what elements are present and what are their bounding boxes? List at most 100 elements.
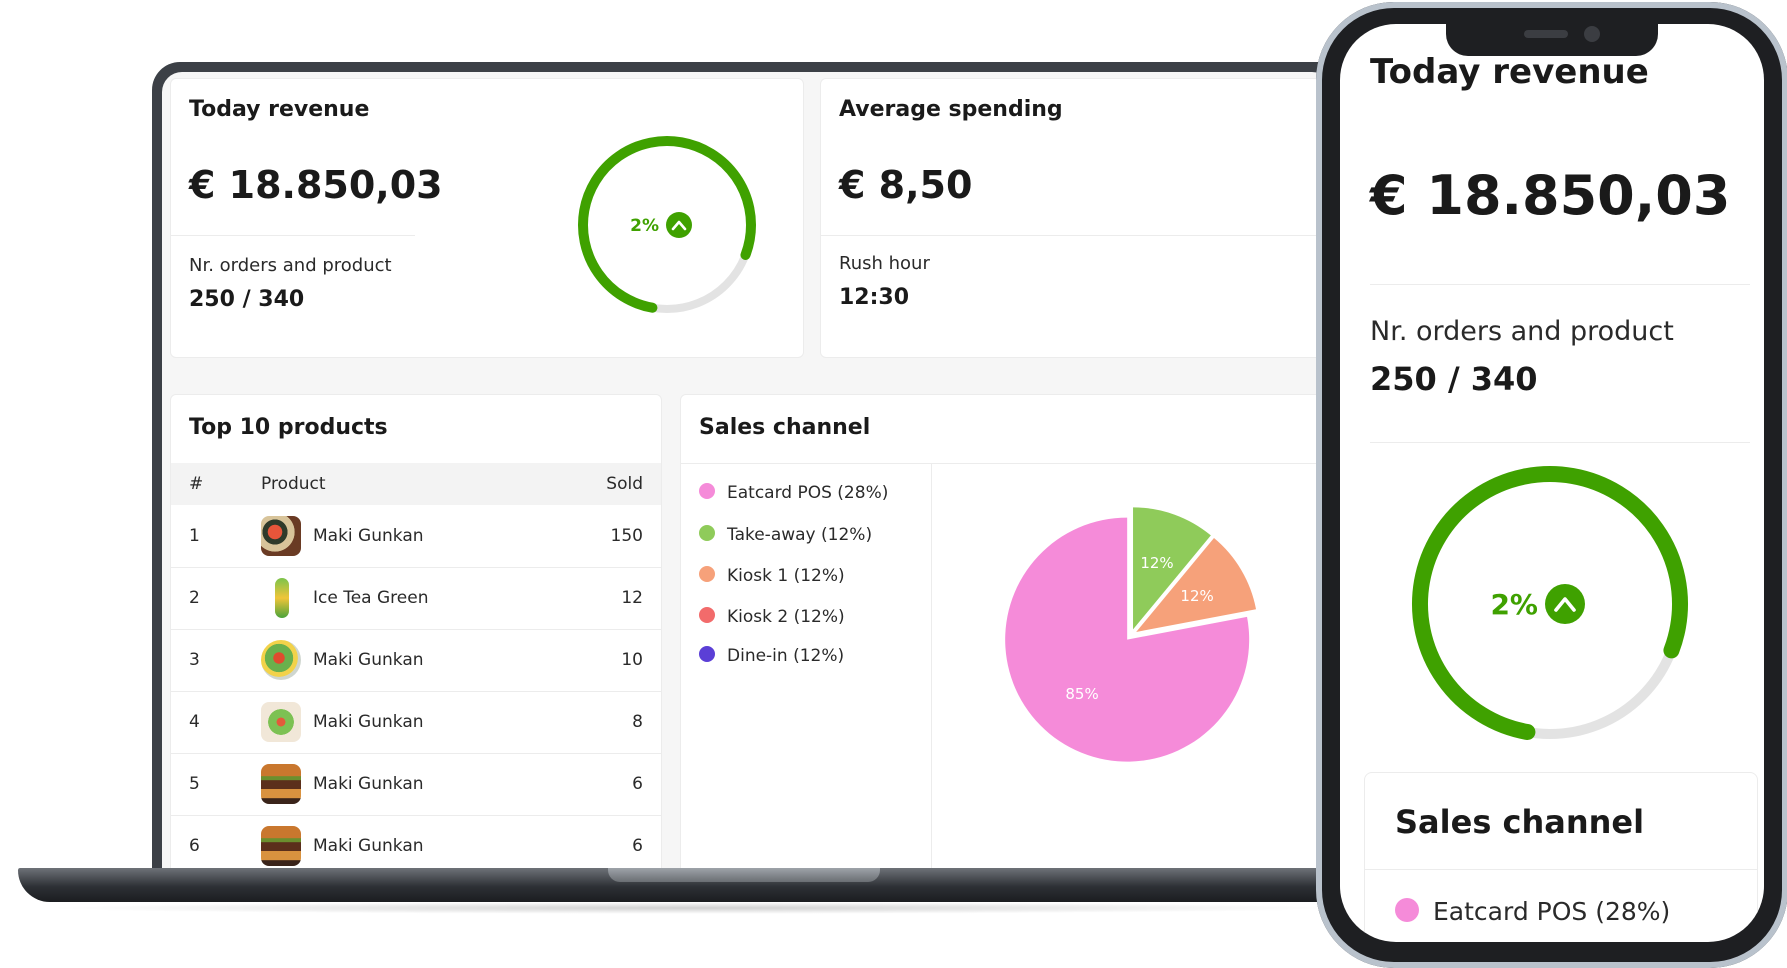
top-products-title: Top 10 products bbox=[189, 415, 388, 440]
phone-sales-divider bbox=[1365, 869, 1757, 870]
row-num: 4 bbox=[189, 712, 200, 732]
legend-item[interactable]: Dine-in (12%) bbox=[699, 646, 844, 666]
legend-label: Eatcard POS (28%) bbox=[1433, 897, 1671, 926]
row-num: 2 bbox=[189, 588, 200, 608]
spending-divider bbox=[821, 235, 1332, 236]
today-revenue-title: Today revenue bbox=[189, 97, 370, 122]
gauge-percent: 2% bbox=[1490, 588, 1538, 621]
chevron-up-icon bbox=[1545, 584, 1585, 624]
pie-slice-label: 12% bbox=[1140, 554, 1173, 572]
legend-divider bbox=[931, 463, 932, 872]
legend-label: Dine-in (12%) bbox=[727, 646, 845, 666]
row-product: Maki Gunkan bbox=[313, 526, 424, 546]
row-sold: 8 bbox=[632, 712, 643, 732]
row-product: Maki Gunkan bbox=[313, 650, 424, 670]
phone-revenue-value: € 18.850,03 bbox=[1370, 164, 1731, 227]
orders-value: 250 / 340 bbox=[189, 287, 305, 312]
legend-dot bbox=[699, 566, 715, 582]
row-product: Maki Gunkan bbox=[313, 836, 424, 856]
gauge-progress-arc bbox=[578, 136, 756, 314]
laptop-screen: Today revenue € 18.850,03 Nr. orders and… bbox=[162, 72, 1332, 872]
column-num: # bbox=[189, 474, 204, 494]
row-num: 1 bbox=[189, 526, 200, 546]
table-row[interactable]: 2 Ice Tea Green 12 bbox=[171, 567, 661, 630]
row-num: 3 bbox=[189, 650, 200, 670]
burger-image bbox=[261, 764, 301, 804]
phone-orders-label: Nr. orders and product bbox=[1370, 316, 1674, 347]
pie-slice-label: 85% bbox=[1065, 685, 1098, 703]
speaker-icon bbox=[1524, 30, 1568, 38]
top-products-card: Top 10 products # Product Sold 1 Maki Gu… bbox=[170, 394, 662, 872]
table-row[interactable]: 3 Maki Gunkan 10 bbox=[171, 629, 661, 692]
table-row[interactable]: 6 Maki Gunkan 6 bbox=[171, 815, 661, 872]
legend-dot bbox=[699, 525, 715, 541]
legend-item[interactable]: Take-away (12%) bbox=[699, 525, 872, 545]
chevron-up-icon bbox=[666, 212, 692, 238]
laptop-shadow bbox=[40, 902, 1350, 914]
legend-dot bbox=[699, 607, 715, 623]
legend-item[interactable]: Eatcard POS (28%) bbox=[699, 483, 888, 503]
products-table-header: # Product Sold bbox=[171, 463, 661, 505]
burger-image bbox=[261, 826, 301, 866]
legend-dot bbox=[699, 646, 715, 662]
row-sold: 12 bbox=[621, 588, 643, 608]
rush-hour-label: Rush hour bbox=[839, 253, 930, 274]
gauge-percent: 2% bbox=[630, 216, 659, 236]
pie-slice[interactable] bbox=[1136, 537, 1257, 632]
row-num: 5 bbox=[189, 774, 200, 794]
gauge-progress-arc bbox=[1412, 466, 1688, 742]
phone-screen: Today revenue € 18.850,03 Nr. orders and… bbox=[1340, 24, 1764, 942]
average-spending-card: Average spending € 8,50 Rush hour 12:30 bbox=[820, 78, 1332, 358]
table-row[interactable]: 4 Maki Gunkan 8 bbox=[171, 691, 661, 754]
legend-dot bbox=[699, 483, 715, 499]
revenue-gauge: 2% bbox=[578, 136, 756, 314]
pie-slice-label: 12% bbox=[1180, 587, 1213, 605]
legend-label: Kiosk 2 (12%) bbox=[727, 607, 845, 627]
row-product: Maki Gunkan bbox=[313, 712, 424, 732]
today-revenue-card: Today revenue € 18.850,03 Nr. orders and… bbox=[170, 78, 804, 358]
orders-label: Nr. orders and product bbox=[189, 255, 392, 276]
sushi-platter-image bbox=[261, 516, 301, 556]
legend-label: Kiosk 1 (12%) bbox=[727, 566, 845, 586]
phone-notch bbox=[1446, 18, 1658, 56]
table-row[interactable]: 1 Maki Gunkan 150 bbox=[171, 505, 661, 568]
legend-label: Take-away (12%) bbox=[727, 525, 873, 545]
salad-plate-image bbox=[261, 702, 301, 742]
row-product: Ice Tea Green bbox=[313, 588, 429, 608]
rush-hour-value: 12:30 bbox=[839, 285, 910, 310]
pie-slice[interactable] bbox=[1133, 507, 1211, 630]
row-sold: 10 bbox=[621, 650, 643, 670]
row-sold: 150 bbox=[610, 526, 643, 546]
phone-divider bbox=[1370, 442, 1750, 443]
column-sold: Sold bbox=[606, 474, 643, 494]
sales-pie-chart: 12% 12% 85% bbox=[1005, 507, 1257, 762]
column-product: Product bbox=[261, 474, 326, 494]
legend-dot bbox=[1395, 898, 1419, 922]
salad-bowl-image bbox=[261, 640, 301, 680]
laptop-hinge-notch bbox=[608, 868, 880, 882]
row-sold: 6 bbox=[632, 836, 643, 856]
phone-sales-card: Sales channel Eatcard POS (28%) bbox=[1364, 772, 1758, 942]
legend-item[interactable]: Kiosk 1 (12%) bbox=[699, 566, 845, 586]
phone-revenue-gauge: 2% bbox=[1412, 466, 1688, 742]
sales-channel-title: Sales channel bbox=[699, 415, 871, 440]
average-spending-title: Average spending bbox=[839, 97, 1063, 122]
legend-label: Eatcard POS (28%) bbox=[727, 483, 889, 503]
phone-revenue-title: Today revenue bbox=[1370, 52, 1649, 92]
row-num: 6 bbox=[189, 836, 200, 856]
row-sold: 6 bbox=[632, 774, 643, 794]
ice-tea-can-image bbox=[275, 578, 289, 618]
table-row[interactable]: 5 Maki Gunkan 6 bbox=[171, 753, 661, 816]
row-product: Maki Gunkan bbox=[313, 774, 424, 794]
phone-legend-item[interactable]: Eatcard POS (28%) bbox=[1395, 897, 1670, 926]
sales-channel-card: Sales channel Eatcard POS (28%) Take-awa… bbox=[680, 394, 1332, 872]
camera-icon bbox=[1584, 26, 1600, 42]
phone-orders-value: 250 / 340 bbox=[1370, 360, 1538, 398]
sales-divider bbox=[681, 463, 1332, 464]
phone-sales-title: Sales channel bbox=[1395, 803, 1645, 841]
legend-item[interactable]: Kiosk 2 (12%) bbox=[699, 607, 845, 627]
average-spending-value: € 8,50 bbox=[839, 163, 973, 207]
today-revenue-value: € 18.850,03 bbox=[189, 163, 443, 207]
phone-divider bbox=[1370, 284, 1750, 285]
revenue-divider bbox=[171, 235, 415, 236]
